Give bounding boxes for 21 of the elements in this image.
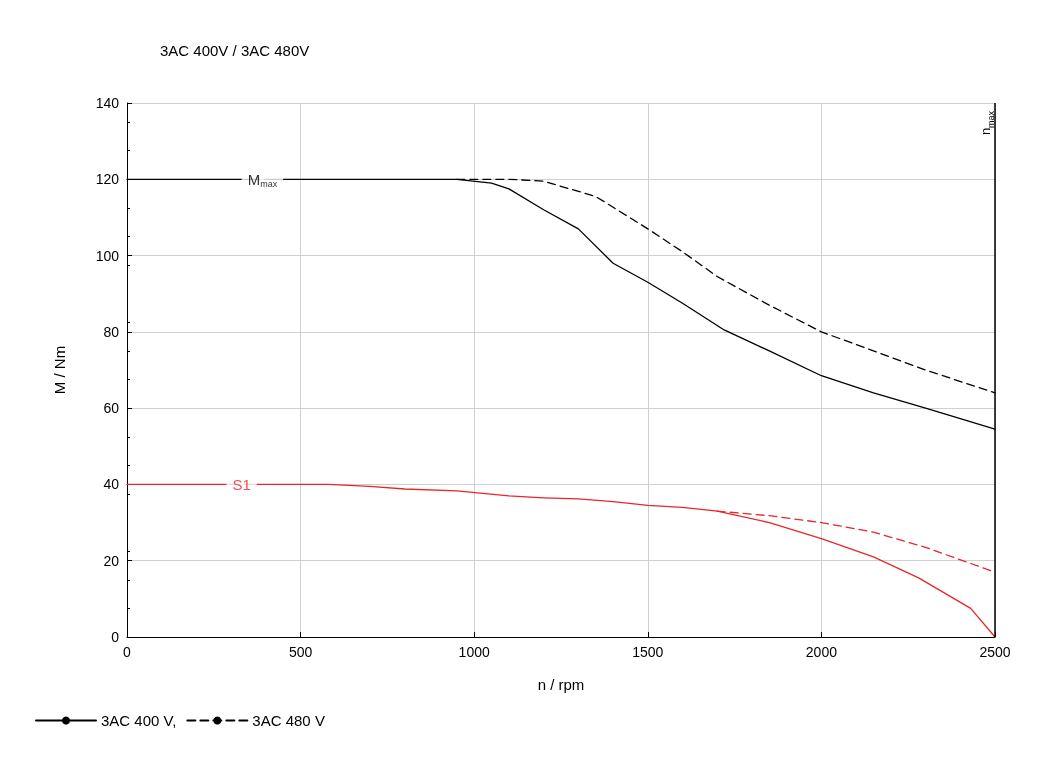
x-axis-title: n / rpm — [537, 676, 585, 693]
y-tick-label: 20 — [103, 552, 120, 569]
y-tick-label: 60 — [103, 400, 120, 417]
x-tick-label: 2500 — [979, 644, 1011, 660]
y-tick-label: 140 — [95, 95, 120, 111]
x-tick-label: 1500 — [632, 644, 664, 660]
y-axis-title: M / Nm — [51, 345, 68, 395]
ref-line-label: nmax — [978, 110, 996, 136]
legend-label: 3AC 400 V, — [101, 712, 177, 729]
y-tick-label: 40 — [103, 476, 120, 493]
y-tick-label: 0 — [111, 629, 120, 645]
y-tick-label: 100 — [95, 247, 120, 264]
y-tick-label: 80 — [103, 323, 120, 340]
chart-title: 3AC 400V / 3AC 480V — [160, 42, 310, 59]
x-tick-label: 1000 — [458, 644, 490, 660]
x-tick-label: 0 — [123, 644, 132, 660]
annotation: S1 — [232, 475, 251, 493]
x-tick-label: 2000 — [805, 644, 838, 660]
x-tick-label: 500 — [288, 644, 313, 660]
y-tick-label: 120 — [95, 171, 120, 188]
legend-label: 3AC 480 V — [252, 712, 325, 729]
